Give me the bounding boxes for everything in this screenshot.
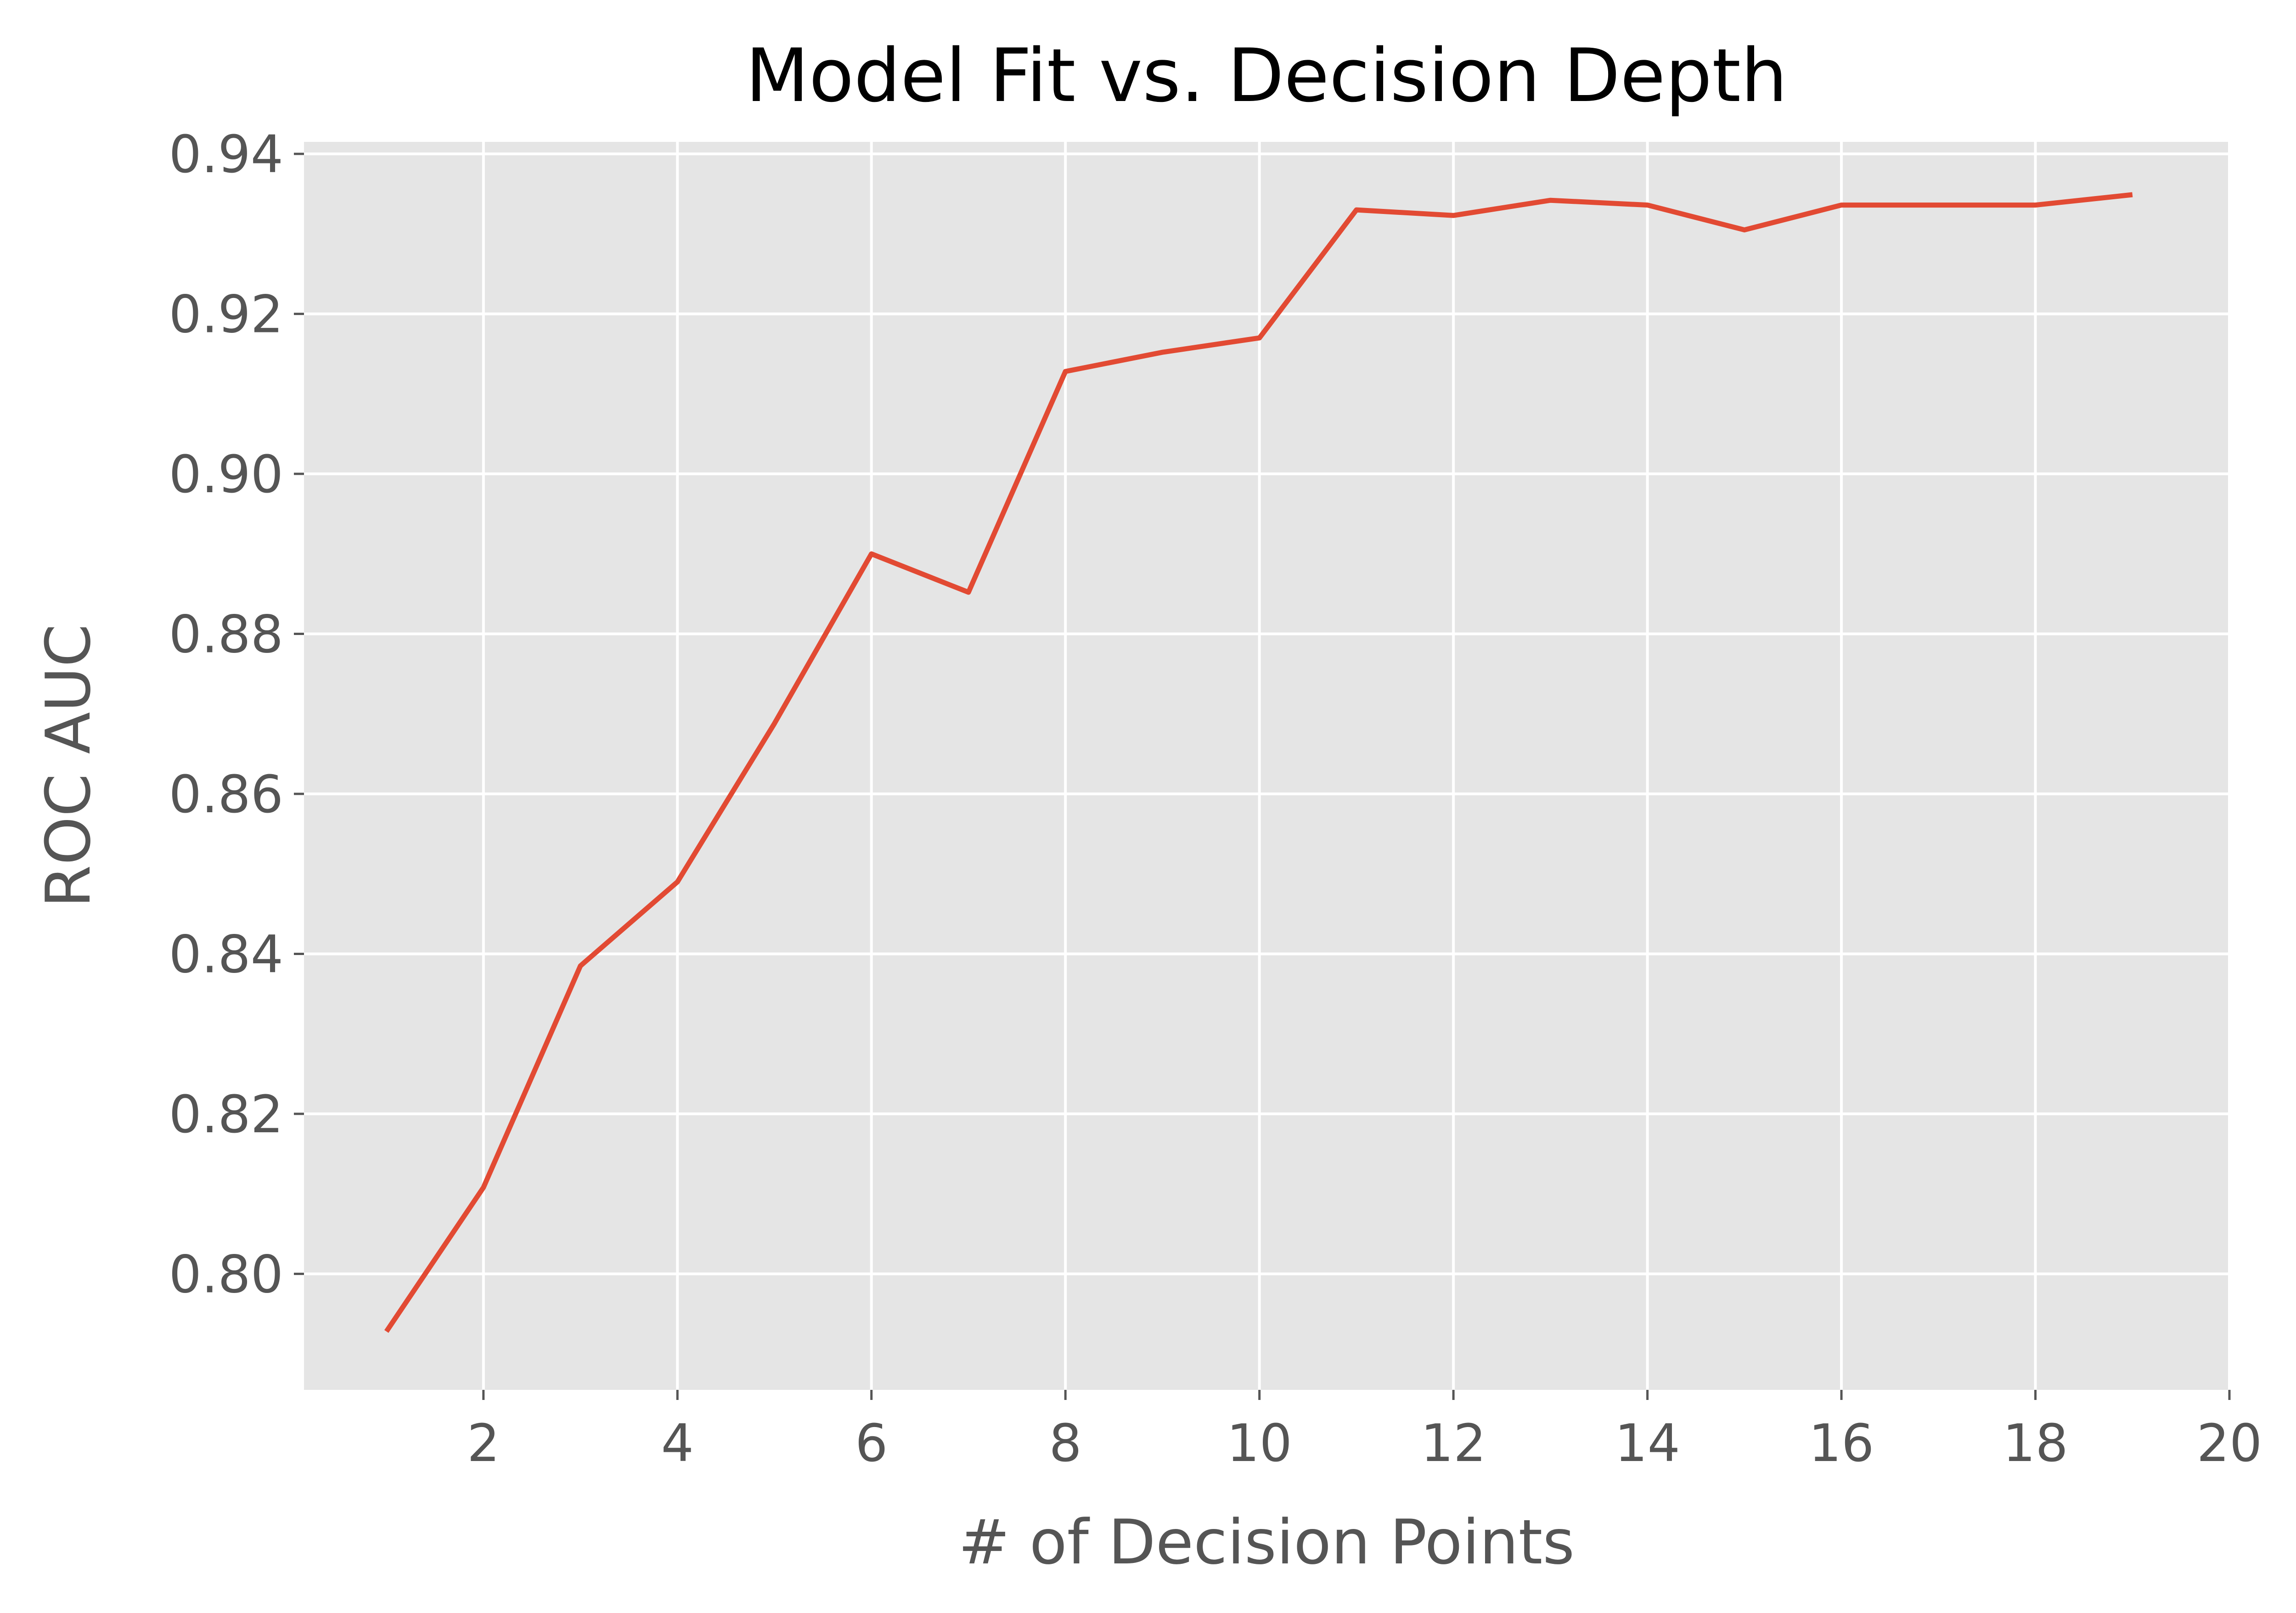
y-tick-label: 0.92 xyxy=(169,285,283,345)
y-axis-label: ROC AUC xyxy=(33,624,104,908)
x-tick-label: 2 xyxy=(467,1414,500,1473)
y-tick-label: 0.86 xyxy=(169,765,283,825)
x-axis-label: # of Decision Points xyxy=(958,1506,1575,1578)
x-tick-label: 18 xyxy=(2003,1414,2068,1473)
grid-lines xyxy=(304,142,2231,1390)
x-tick-label: 6 xyxy=(855,1414,888,1473)
x-tick-label: 20 xyxy=(2197,1414,2262,1473)
y-tick-label: 0.94 xyxy=(169,125,283,185)
axis-ticks: 2 4 6 8 10 12 14 16 18 20 0.80 0.82 0.84 0.86 0.88 0.90… xyxy=(169,125,2262,1473)
x-tick-label: 8 xyxy=(1049,1414,1082,1473)
plot-background xyxy=(304,142,2229,1390)
x-tick-label: 4 xyxy=(661,1414,694,1473)
x-tick-label: 16 xyxy=(1809,1414,1874,1473)
y-tick-label: 0.82 xyxy=(169,1085,283,1145)
x-tick-label: 14 xyxy=(1615,1414,1680,1473)
y-tick-label: 0.84 xyxy=(169,925,283,984)
y-tick-label: 0.80 xyxy=(169,1245,283,1304)
series-lines xyxy=(384,192,2133,1333)
chart-title: Model Fit vs. Decision Depth xyxy=(746,33,1788,118)
x-tick-label: 10 xyxy=(1227,1414,1292,1473)
x-tick-label: 12 xyxy=(1421,1414,1486,1473)
y-tick-label: 0.88 xyxy=(169,605,283,665)
y-tick-label: 0.90 xyxy=(169,445,283,505)
series-line xyxy=(384,192,2133,1333)
